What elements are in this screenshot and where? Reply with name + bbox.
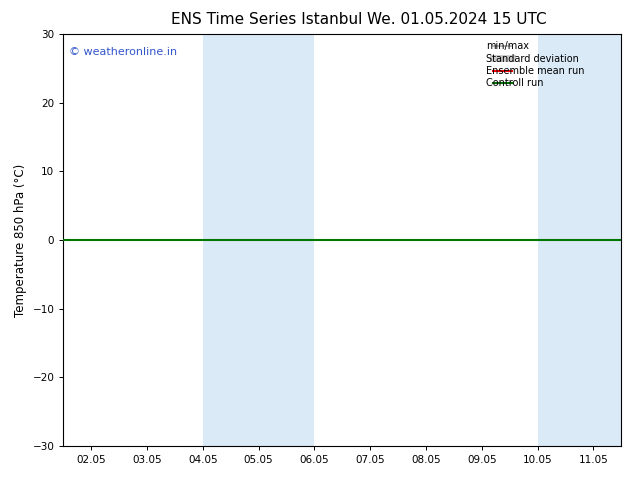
Bar	[538, 34, 621, 446]
Legend: min/max, Standard deviation, Ensemble mean run, Controll run: min/max, Standard deviation, Ensemble me…	[491, 39, 616, 90]
Text: We. 01.05.2024 15 UTC: We. 01.05.2024 15 UTC	[366, 12, 547, 27]
Text: ENS Time Series Istanbul: ENS Time Series Istanbul	[171, 12, 362, 27]
Bar	[203, 34, 314, 446]
Y-axis label: Temperature 850 hPa (°C): Temperature 850 hPa (°C)	[14, 164, 27, 317]
Text: © weatheronline.in: © weatheronline.in	[69, 47, 177, 57]
